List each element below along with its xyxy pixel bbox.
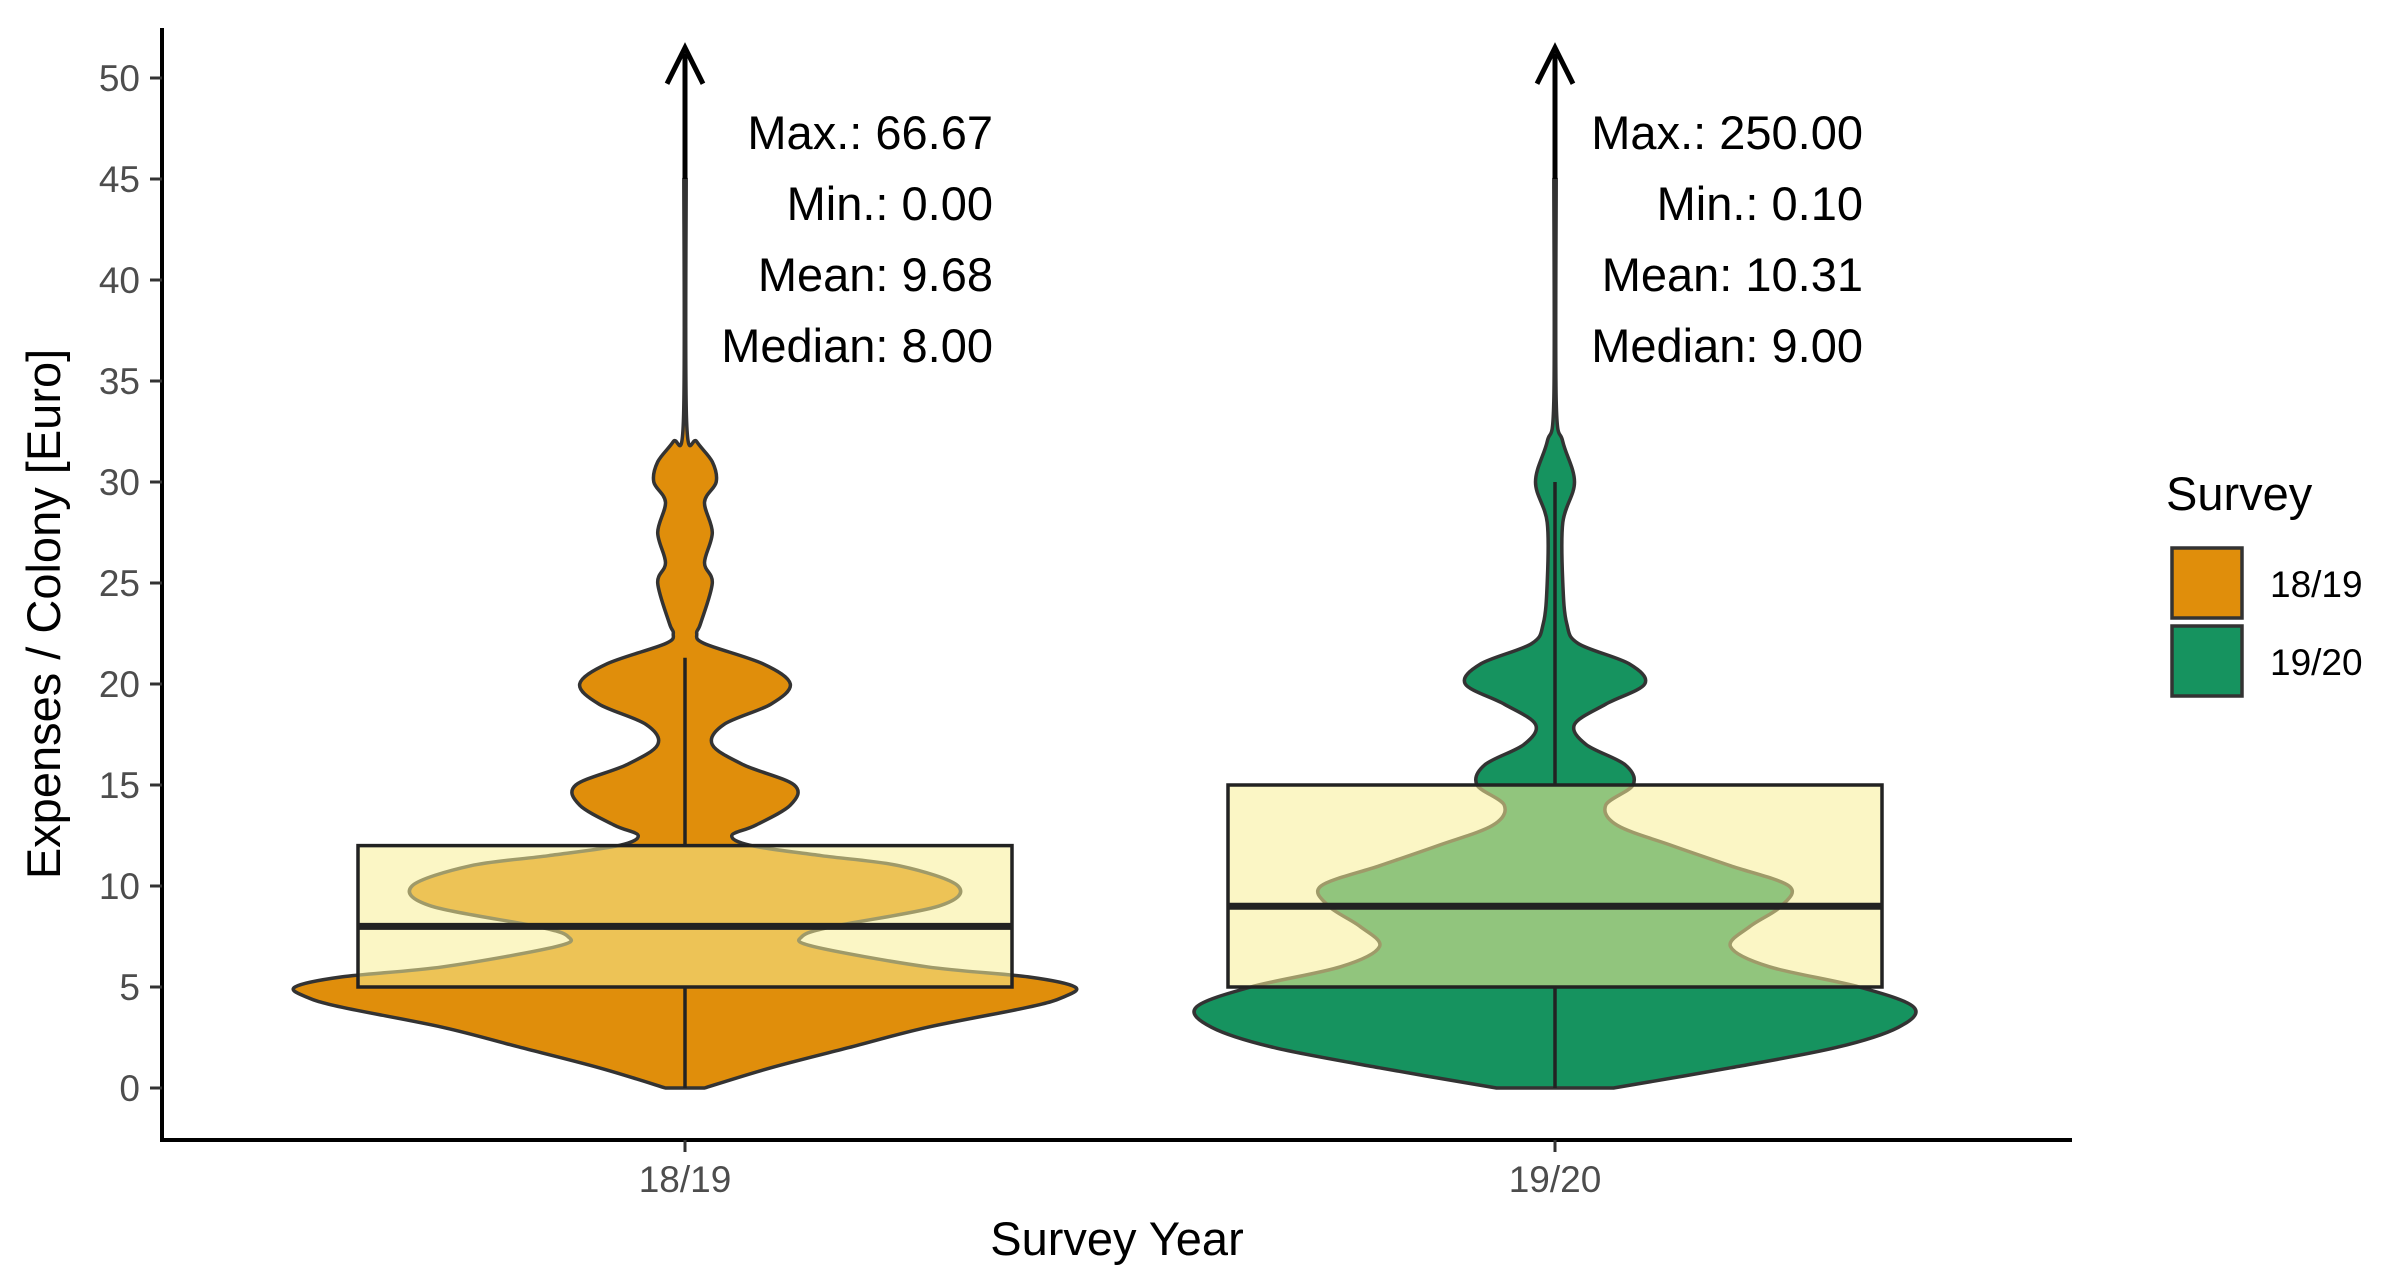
y-tick-label-20: 20 [99,664,140,705]
max-arrow-head-18-19 [664,42,706,85]
y-tick-label-15: 15 [99,765,140,806]
y-tick-label-5: 5 [119,967,140,1008]
legend-swatch-18-19 [2170,546,2244,620]
x-tick-label-19-20: 19/20 [1509,1159,1602,1200]
y-tick-label-30: 30 [99,462,140,503]
legend-title: Survey [2166,467,2313,520]
max-arrow-head-19-20 [1534,42,1576,85]
violin-group-19-20: Max.: 250.00 Min.: 0.10 Mean: 10.31 Median:… [1192,42,1918,1090]
stat-median-19-20: Median: 9.00 [1591,319,1863,372]
y-axis-title: Expenses / Colony [Euro] [17,349,70,879]
y-tick-label-0: 0 [119,1068,140,1109]
legend-swatch-19-20 [2170,624,2244,698]
y-tick-label-45: 45 [99,159,140,200]
stat-mean-18-19: Mean: 9.68 [758,248,993,301]
legend-label-19-20: 19/20 [2270,642,2363,683]
stat-max-18-19: Max.: 66.67 [747,106,993,159]
legend-label-18-19: 18/19 [2270,564,2363,605]
x-axis-title: Survey Year [990,1212,1243,1265]
stat-max-19-20: Max.: 250.00 [1591,106,1863,159]
y-tick-label-10: 10 [99,866,140,907]
y-tick-label-35: 35 [99,361,140,402]
stat-min-18-19: Min.: 0.00 [787,177,993,230]
x-tick-label-18-19: 18/19 [639,1159,732,1200]
stat-mean-19-20: Mean: 10.31 [1602,248,1863,301]
y-tick-label-25: 25 [99,563,140,604]
y-tick-label-50: 50 [99,58,140,99]
violin-group-18-19: Max.: 66.67 Min.: 0.00 Mean: 9.68 Median: 8… [291,42,1079,1090]
box-18-19 [356,843,1014,989]
y-tick-label-40: 40 [99,260,140,301]
box-19-20 [1226,783,1884,989]
stat-median-18-19: Median: 8.00 [721,319,993,372]
stat-min-19-20: Min.: 0.10 [1657,177,1863,230]
